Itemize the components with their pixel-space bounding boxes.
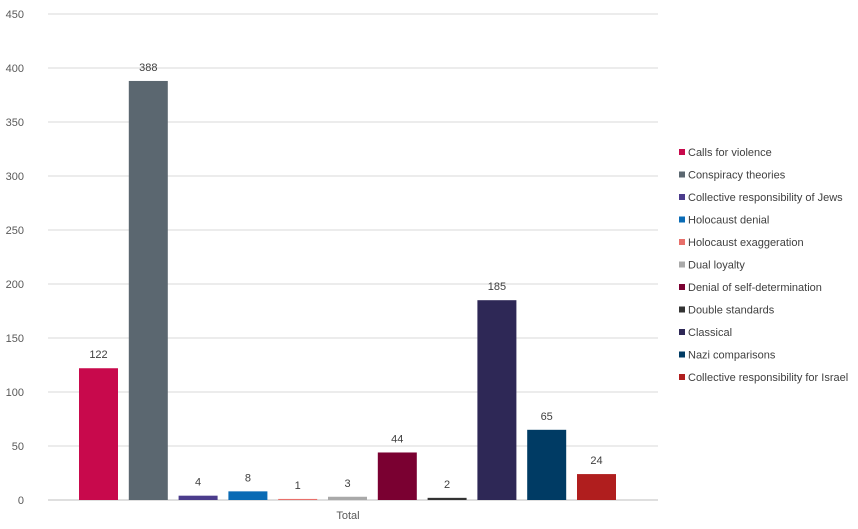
legend-swatch bbox=[679, 194, 685, 200]
bar-dual-loyalty bbox=[328, 496, 367, 500]
data-label: 2 bbox=[444, 479, 450, 491]
y-tick-label: 50 bbox=[12, 441, 24, 453]
bar-double-standards bbox=[427, 497, 467, 500]
bar-calls-for-violence bbox=[79, 368, 118, 500]
y-tick-label: 100 bbox=[6, 387, 24, 399]
x-tick-label: Total bbox=[336, 510, 359, 522]
y-tick-label: 450 bbox=[6, 9, 24, 21]
legend-item-label: Dual loyalty bbox=[688, 260, 745, 272]
bar-denial-of-self-determination bbox=[377, 452, 417, 500]
y-tick-label: 0 bbox=[18, 495, 24, 507]
legend-item-label: Conspiracy theories bbox=[688, 170, 786, 182]
bar-holocaust-denial bbox=[228, 491, 268, 500]
legend-item-label: Nazi comparisons bbox=[688, 350, 776, 362]
legend: Calls for violence Conspiracy theories Col… bbox=[679, 147, 848, 384]
legend-swatch bbox=[679, 374, 685, 380]
legend-item-label: Denial of self-determination bbox=[688, 282, 822, 294]
data-label: 44 bbox=[391, 433, 403, 445]
legend-item-label: Double standards bbox=[688, 305, 775, 317]
x-axis: Total bbox=[336, 510, 359, 522]
bar-collective-responsibility-of-jews bbox=[178, 495, 218, 500]
y-tick-label: 400 bbox=[6, 63, 24, 75]
data-labels: 122 388 4 8 1 3 44 2 185 65 24 bbox=[89, 62, 602, 492]
legend-swatch bbox=[679, 284, 685, 290]
y-tick-label: 350 bbox=[6, 117, 24, 129]
y-tick-label: 250 bbox=[6, 225, 24, 237]
data-label: 65 bbox=[541, 411, 553, 423]
data-label: 8 bbox=[245, 472, 251, 484]
legend-swatch bbox=[679, 149, 685, 155]
data-label: 388 bbox=[139, 62, 157, 74]
legend-item-label: Collective responsibility for Israel bbox=[688, 372, 848, 384]
legend-item-label: Holocaust denial bbox=[688, 215, 769, 227]
legend-swatch bbox=[679, 216, 685, 223]
data-label: 122 bbox=[89, 349, 107, 361]
bars bbox=[79, 80, 616, 501]
data-label: 4 bbox=[195, 477, 201, 489]
legend-swatch bbox=[679, 306, 685, 313]
legend-item-label: Classical bbox=[688, 327, 732, 339]
legend-swatch bbox=[679, 351, 685, 358]
data-label: 3 bbox=[344, 478, 350, 490]
data-label: 1 bbox=[295, 480, 301, 492]
y-axis: 0 50 100 150 200 250 300 350 400 450 bbox=[6, 9, 24, 507]
data-label: 24 bbox=[590, 455, 602, 467]
bar-holocaust-exaggeration bbox=[278, 498, 318, 500]
legend-item-label: Collective responsibility of Jews bbox=[688, 192, 843, 204]
y-tick-label: 200 bbox=[6, 279, 24, 291]
bar-conspiracy-theories bbox=[128, 80, 168, 501]
legend-swatch bbox=[679, 171, 685, 178]
legend-swatch bbox=[679, 239, 685, 245]
legend-swatch bbox=[679, 329, 685, 335]
bar-nazi-comparisons bbox=[527, 429, 567, 500]
bar-collective-responsibility-for-israel bbox=[577, 474, 616, 500]
legend-item-label: Holocaust exaggeration bbox=[688, 237, 804, 249]
bar-classical bbox=[477, 300, 517, 500]
y-tick-label: 300 bbox=[6, 171, 24, 183]
y-tick-label: 150 bbox=[6, 333, 24, 345]
legend-swatch bbox=[679, 261, 685, 268]
data-label: 185 bbox=[488, 281, 506, 293]
legend-item-label: Calls for violence bbox=[688, 147, 772, 159]
